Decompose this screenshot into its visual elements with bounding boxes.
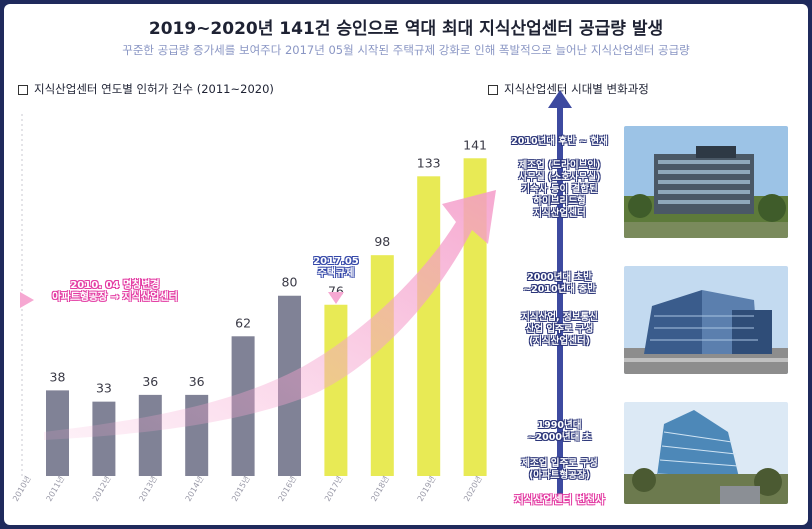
era-desc-line: 지식산업센터 — [533, 208, 586, 219]
data-label: 80 — [282, 275, 298, 290]
timeline-arrow — [548, 90, 572, 496]
bar-2013년 — [138, 394, 162, 476]
era2-period: 2000년대 초반 ~2010년대 중반 — [492, 272, 627, 296]
era-period-line: ~2010년대 중반 — [523, 284, 596, 295]
annotation-2017-regulation: 2017.05 주택규제 — [304, 256, 368, 280]
timeline-shaft — [557, 106, 563, 496]
data-label: 133 — [417, 155, 441, 170]
pink-triangle-marker — [20, 292, 34, 308]
era-desc-line: (아파트형공장) — [528, 470, 591, 481]
page-subtitle: 꾸준한 공급량 증가세를 보여주다 2017년 05월 시작된 주택규제 강화로… — [122, 43, 690, 57]
era1-description: 제조업 (드라이브인) 사무실 (소호사무실) 기숙사 등이 결합된 하이브리드… — [492, 160, 627, 220]
x-tick-label: 2015년 — [229, 474, 252, 503]
x-tick-label: 2020년 — [461, 474, 484, 503]
building-photo-modern — [624, 126, 788, 238]
timeline-section-label: 지식산업센터 시대별 변화과정 — [504, 82, 649, 96]
bar-2019년 — [417, 176, 441, 476]
timeline-caption: 지식산업센터 변천사 — [514, 494, 605, 506]
era2-description: 지식산업, 정보통신 산업 입주로 구성 (지식산업센터) — [492, 312, 627, 348]
annotation-line: 2017.05 — [313, 256, 359, 267]
era-period-line: 1990년대 — [537, 420, 582, 431]
annotation-line: 주택규제 — [317, 268, 355, 279]
building-photo-factory-apartment — [624, 402, 788, 504]
chart-section-label: 지식산업센터 연도별 인허가 건수 (2011~2020) — [34, 82, 274, 96]
bar-2018년 — [370, 255, 394, 476]
x-tick-label: 2019년 — [415, 474, 438, 503]
data-label: 62 — [235, 315, 251, 330]
era3-period: 1990년대 ~2000년대 초 — [492, 420, 627, 444]
bar-2012년 — [92, 401, 116, 476]
era-desc-line: 제조업 (드라이브인) — [518, 160, 601, 171]
era3-description: 제조업 입주로 구성 (아파트형공장) — [492, 458, 627, 482]
x-tick-label: 2014년 — [183, 474, 206, 503]
data-label: 98 — [374, 234, 390, 249]
era-desc-line: (지식산업센터) — [528, 336, 591, 347]
annotation-line: 아파트형공장 → 지식산업센터 — [52, 292, 178, 303]
data-label: 36 — [189, 374, 205, 389]
era-desc-line: 산업 입주로 구성 — [525, 324, 594, 335]
annotation-2010-name-change: 2010. 04 명칭변경 아파트형공장 → 지식산업센터 — [40, 280, 190, 304]
chart-section-heading: 지식산업센터 연도별 인허가 건수 (2011~2020) — [18, 81, 274, 97]
timeline-section-heading: 지식산업센터 시대별 변화과정 — [488, 81, 649, 97]
era-period-line: 2000년대 초반 — [527, 272, 592, 283]
data-label: 38 — [50, 369, 66, 384]
era-period-line: ~2000년대 초 — [527, 432, 592, 443]
era-desc-line: 지식산업, 정보통신 — [521, 312, 598, 323]
data-label: 36 — [142, 374, 158, 389]
data-label: 33 — [96, 381, 112, 396]
page-title: 2019~2020년 141건 승인으로 역대 최대 지식산업센터 공급량 발생 — [148, 19, 664, 39]
growth-arrow — [44, 190, 496, 440]
era-desc-line: 하이브리드형 — [533, 196, 586, 207]
data-label: 141 — [463, 137, 487, 152]
slide-frame: 2019~2020년 141건 승인으로 역대 최대 지식산업센터 공급량 발생… — [4, 4, 808, 525]
bar-2017년 — [324, 304, 348, 476]
x-tick-label: 2016년 — [276, 474, 299, 503]
arrow-head-icon — [548, 90, 572, 108]
era-desc-line: 제조업 입주로 구성 — [521, 458, 598, 469]
checkbox-square-icon — [488, 84, 498, 95]
pink-triangle-marker — [328, 292, 344, 304]
x-tick-label: 2012년 — [90, 474, 113, 503]
x-tick-label: 2017년 — [322, 474, 345, 503]
x-tick-label: 2011년 — [44, 474, 67, 503]
era1-period: 2010년대 후반 ~ 현재 — [511, 136, 608, 147]
annotation-line: 2010. 04 명칭변경 — [70, 280, 160, 291]
x-tick-label: 2018년 — [368, 474, 391, 503]
era-desc-line: 사무실 (소호사무실) — [518, 172, 601, 183]
checkbox-square-icon — [18, 84, 28, 95]
x-tick-label: 2013년 — [136, 474, 159, 503]
building-photo-glass — [624, 266, 788, 374]
era-desc-line: 기숙사 등이 결합된 — [521, 184, 598, 195]
x-tick-label: 2010년 — [10, 474, 33, 503]
